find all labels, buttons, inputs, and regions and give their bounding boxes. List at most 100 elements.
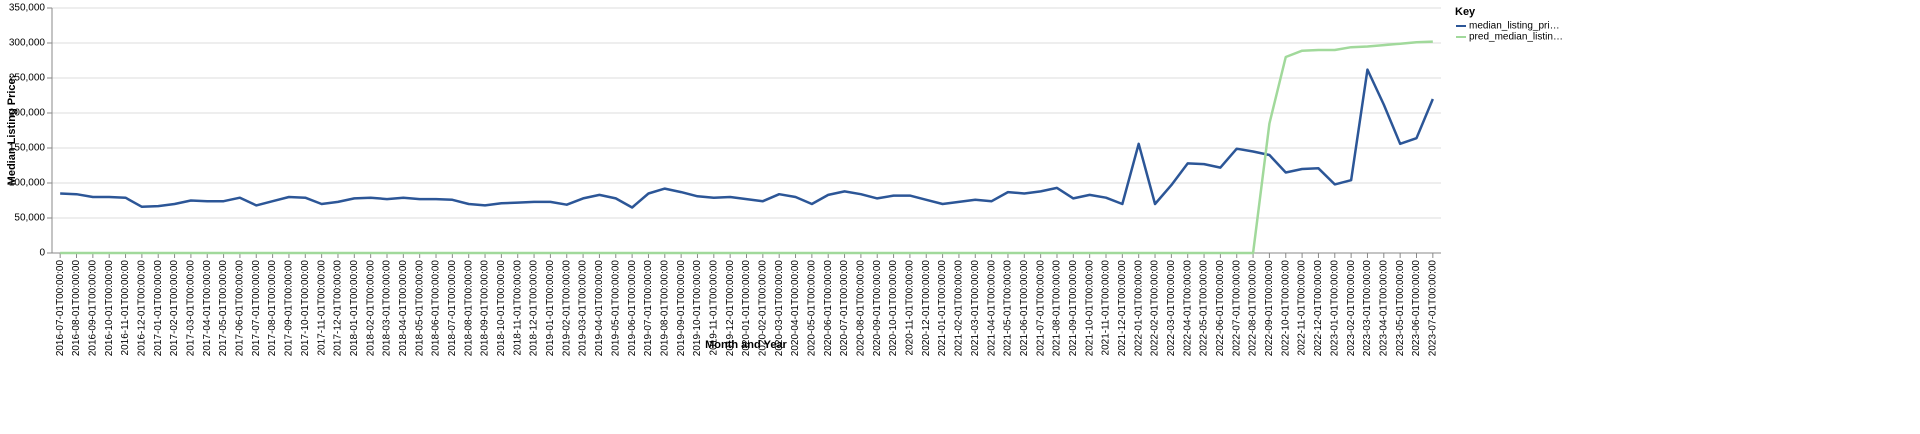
x-tick-label: 2023-01-01T00:00:00: [1329, 260, 1340, 357]
x-tick-label: 2021-11-01T00:00:00: [1101, 260, 1112, 356]
x-tick-label: 2018-04-01T00:00:00: [398, 260, 409, 357]
x-tick-label: 2019-06-01T00:00:00: [627, 260, 638, 357]
x-tick-label: 2018-03-01T00:00:00: [382, 260, 393, 357]
x-tick-label: 2017-07-01T00:00:00: [251, 260, 262, 357]
x-tick-label: 2017-03-01T00:00:00: [186, 260, 197, 357]
y-tick-label: 300,000: [9, 38, 46, 49]
x-tick-label: 2021-09-01T00:00:00: [1068, 260, 1079, 357]
x-tick-label: 2018-01-01T00:00:00: [349, 260, 360, 357]
x-tick-label: 2020-03-01T00:00:00: [774, 260, 785, 357]
x-tick-label: 2018-06-01T00:00:00: [431, 260, 442, 357]
y-tick-label: 50,000: [14, 213, 45, 224]
x-tick-label: 2020-01-01T00:00:00: [741, 260, 752, 357]
x-tick-label: 2017-08-01T00:00:00: [267, 260, 278, 357]
x-tick-label: 2022-07-01T00:00:00: [1231, 260, 1242, 357]
x-tick-label: 2017-12-01T00:00:00: [333, 260, 344, 357]
x-tick-label: 2017-04-01T00:00:00: [202, 260, 213, 357]
x-tick-label: 2022-02-01T00:00:00: [1150, 260, 1161, 357]
x-tick-label: 2016-12-01T00:00:00: [137, 260, 148, 357]
x-tick-label: 2019-03-01T00:00:00: [578, 260, 589, 357]
x-tick-label: 2017-10-01T00:00:00: [300, 260, 311, 357]
x-tick-label: 2023-03-01T00:00:00: [1362, 260, 1373, 357]
x-tick-label: 2018-02-01T00:00:00: [365, 260, 376, 357]
x-tick-label: 2020-05-01T00:00:00: [807, 260, 818, 357]
x-tick-label: 2019-09-01T00:00:00: [676, 260, 687, 357]
y-tick-label: 100,000: [9, 178, 46, 189]
y-tick-label: 350,000: [9, 3, 46, 14]
x-tick-label: 2018-05-01T00:00:00: [414, 260, 425, 357]
y-axis-title: Median Listing Price:: [6, 75, 18, 186]
x-tick-label: 2022-08-01T00:00:00: [1248, 260, 1259, 357]
y-tick-label: 250,000: [9, 73, 46, 84]
x-tick-label: 2017-11-01T00:00:00: [316, 260, 327, 356]
x-tick-label: 2018-12-01T00:00:00: [529, 260, 540, 357]
x-tick-label: 2018-07-01T00:00:00: [447, 260, 458, 357]
x-tick-label: 2019-04-01T00:00:00: [594, 260, 605, 357]
x-tick-label: 2023-02-01T00:00:00: [1346, 260, 1357, 357]
x-tick-label: 2016-11-01T00:00:00: [120, 260, 131, 356]
x-tick-label: 2016-10-01T00:00:00: [104, 260, 115, 357]
series-line: [60, 40, 1433, 255]
x-tick-label: 2019-07-01T00:00:00: [643, 260, 654, 357]
x-tick-label: 2022-12-01T00:00:00: [1313, 260, 1324, 357]
x-tick-label: 2022-11-01T00:00:00: [1297, 260, 1308, 356]
x-tick-label: 2023-04-01T00:00:00: [1378, 260, 1389, 357]
x-tick-label: 2021-01-01T00:00:00: [937, 260, 948, 357]
x-tick-label: 2016-09-01T00:00:00: [87, 260, 98, 357]
x-tick-label: 2021-02-01T00:00:00: [954, 260, 965, 357]
x-tick-label: 2016-08-01T00:00:00: [71, 260, 82, 357]
x-tick-label: 2022-10-01T00:00:00: [1280, 260, 1291, 357]
x-tick-label: 2018-09-01T00:00:00: [480, 260, 491, 357]
x-tick-label: 2017-09-01T00:00:00: [284, 260, 295, 357]
legend-label: pred_median_listin…: [1469, 32, 1563, 43]
x-tick-label: 2020-11-01T00:00:00: [905, 260, 916, 356]
x-tick-label: 2021-10-01T00:00:00: [1084, 260, 1095, 357]
x-tick-label: 2021-07-01T00:00:00: [1035, 260, 1046, 357]
x-tick-label: 2018-08-01T00:00:00: [463, 260, 474, 357]
x-tick-label: 2022-04-01T00:00:00: [1182, 260, 1193, 357]
series-line: [60, 68, 1434, 209]
x-tick-label: 2022-01-01T00:00:00: [1133, 260, 1144, 357]
x-tick-label: 2023-07-01T00:00:00: [1427, 260, 1438, 357]
x-tick-label: 2021-12-01T00:00:00: [1117, 260, 1128, 357]
x-tick-label: 2016-07-01T00:00:00: [55, 260, 66, 357]
x-tick-label: 2021-03-01T00:00:00: [970, 260, 981, 357]
x-tick-label: 2021-04-01T00:00:00: [986, 260, 997, 357]
y-tick-label: 150,000: [9, 143, 46, 154]
x-tick-label: 2021-06-01T00:00:00: [1019, 260, 1030, 357]
x-tick-label: 2022-05-01T00:00:00: [1199, 260, 1210, 357]
x-tick-label: 2020-10-01T00:00:00: [888, 260, 899, 357]
y-tick-label: 0: [39, 248, 45, 259]
x-tick-label: 2023-06-01T00:00:00: [1411, 260, 1422, 357]
x-axis-title: Month and Year: [705, 339, 787, 351]
x-tick-label: 2020-06-01T00:00:00: [823, 260, 834, 357]
x-tick-label: 2022-06-01T00:00:00: [1215, 260, 1226, 357]
x-tick-label: 2020-08-01T00:00:00: [856, 260, 867, 357]
x-tick-label: 2019-10-01T00:00:00: [692, 260, 703, 357]
x-tick-label: 2022-09-01T00:00:00: [1264, 260, 1275, 357]
x-tick-label: 2019-05-01T00:00:00: [610, 260, 621, 357]
x-tick-label: 2023-05-01T00:00:00: [1395, 260, 1406, 357]
x-tick-label: 2020-02-01T00:00:00: [757, 260, 768, 357]
x-tick-label: 2017-06-01T00:00:00: [235, 260, 246, 357]
x-tick-label: 2022-03-01T00:00:00: [1166, 260, 1177, 357]
x-tick-label: 2019-02-01T00:00:00: [561, 260, 572, 357]
x-tick-label: 2019-11-01T00:00:00: [708, 260, 719, 356]
x-tick-label: 2019-12-01T00:00:00: [725, 260, 736, 357]
x-tick-label: 2019-01-01T00:00:00: [545, 260, 556, 357]
x-tick-label: 2017-02-01T00:00:00: [169, 260, 180, 357]
x-tick-label: 2020-07-01T00:00:00: [839, 260, 850, 357]
x-tick-label: 2020-04-01T00:00:00: [790, 260, 801, 357]
legend-label: median_listing_pri…: [1469, 21, 1560, 32]
x-tick-label: 2018-10-01T00:00:00: [496, 260, 507, 357]
x-tick-label: 2019-08-01T00:00:00: [659, 260, 670, 357]
legend-title: Key: [1455, 6, 1476, 18]
x-tick-label: 2021-05-01T00:00:00: [1003, 260, 1014, 357]
x-tick-label: 2018-11-01T00:00:00: [512, 260, 523, 356]
y-tick-label: 200,000: [9, 108, 46, 119]
x-tick-label: 2017-01-01T00:00:00: [153, 260, 164, 357]
x-tick-label: 2020-12-01T00:00:00: [921, 260, 932, 357]
x-tick-label: 2017-05-01T00:00:00: [218, 260, 229, 357]
